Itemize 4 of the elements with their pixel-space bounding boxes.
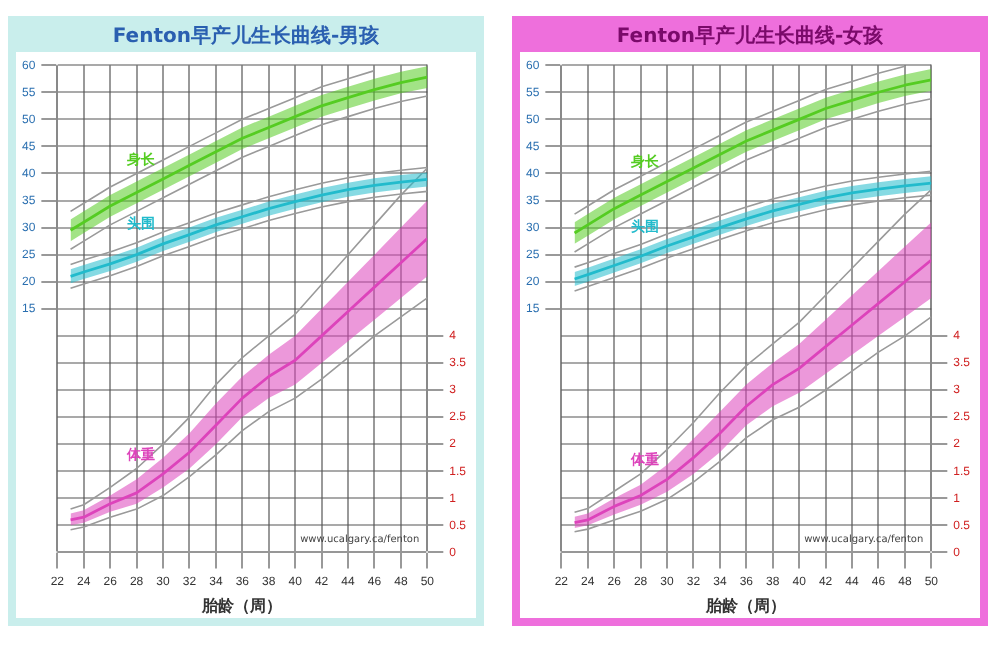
x-axis-title: 胎龄（周） xyxy=(704,596,787,615)
chart-title: Fenton早产儿生长曲线-女孩 xyxy=(614,24,886,52)
x-axis-title: 胎龄（周） xyxy=(200,596,283,615)
chart-title: Fenton早产儿生长曲线-男孩 xyxy=(110,24,382,52)
